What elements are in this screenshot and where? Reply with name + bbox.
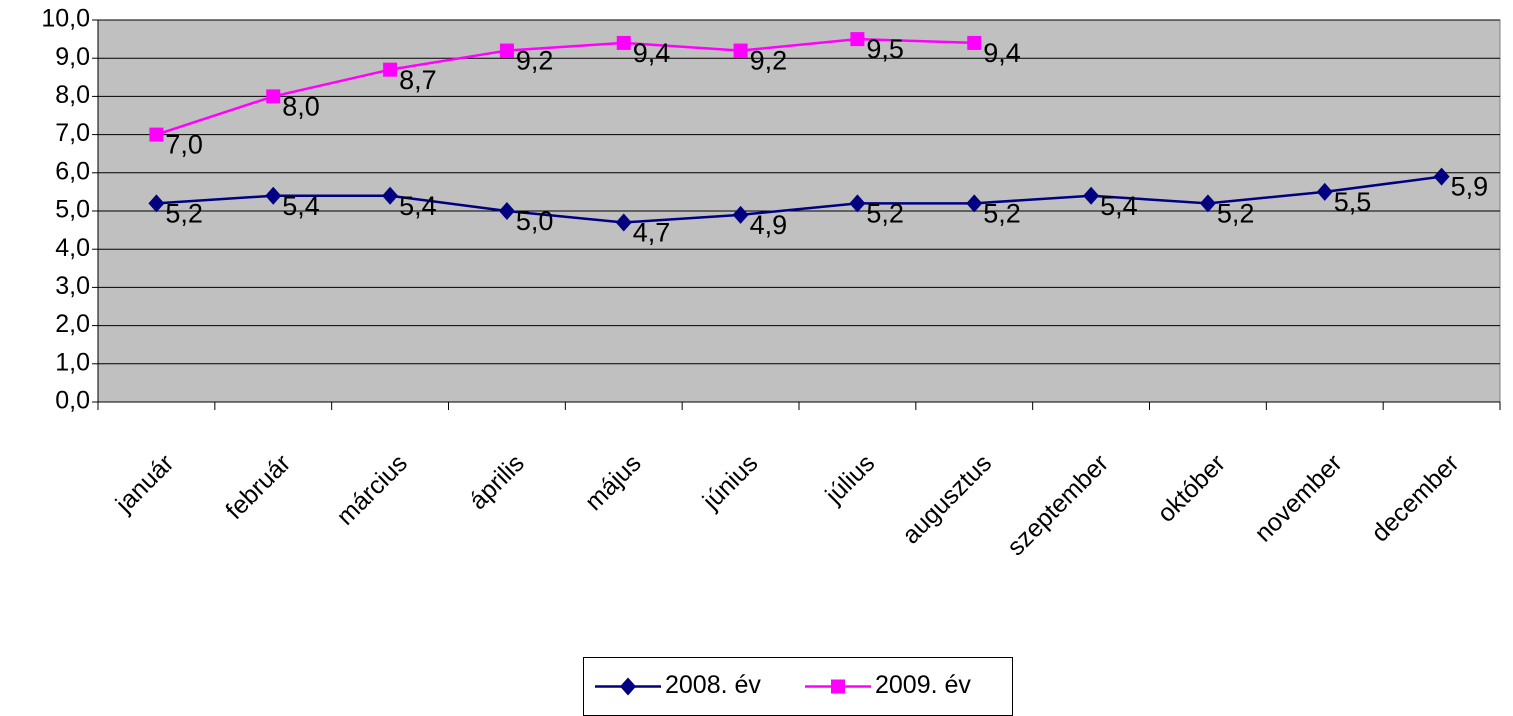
data-label: 5,2 — [866, 198, 904, 228]
y-tick-label: 5,0 — [55, 196, 90, 224]
marker — [498, 202, 515, 220]
y-tick-label: 2,0 — [55, 310, 90, 338]
marker — [620, 677, 636, 696]
marker — [615, 213, 632, 232]
marker — [1316, 182, 1333, 201]
y-tick-label: 4,0 — [55, 234, 90, 262]
y-tick-label: 9,0 — [55, 43, 90, 71]
data-label: 8,7 — [399, 65, 437, 95]
data-label: 4,7 — [633, 218, 671, 248]
x-tick-label: március — [331, 449, 413, 531]
data-label: 8,0 — [282, 92, 320, 122]
data-label: 4,9 — [750, 210, 788, 240]
data-label: 5,9 — [1451, 172, 1489, 202]
marker — [148, 194, 165, 213]
legend-label: 2008. év — [665, 671, 761, 699]
marker — [1199, 194, 1216, 213]
marker — [382, 186, 399, 205]
marker — [732, 205, 749, 224]
x-tick-label: április — [464, 449, 530, 515]
series-line — [156, 37, 975, 136]
y-tick-label: 10,0 — [41, 5, 90, 33]
data-label: 9,4 — [983, 38, 1021, 68]
y-tick-label: 6,0 — [55, 157, 90, 185]
x-tick-label: október — [1152, 449, 1231, 528]
data-label: 5,0 — [516, 206, 554, 236]
y-tick-label: 0,0 — [55, 387, 90, 415]
marker — [616, 35, 631, 50]
marker — [1083, 186, 1100, 205]
marker — [967, 35, 982, 50]
data-label: 5,5 — [1334, 187, 1372, 217]
x-tick-label: november — [1249, 449, 1347, 547]
x-tick-label: szeptember — [1002, 449, 1114, 561]
data-label: 5,2 — [165, 198, 203, 228]
marker — [966, 194, 983, 213]
data-label: 5,2 — [1217, 198, 1255, 228]
x-tick-label: július — [820, 449, 881, 510]
marker — [265, 186, 282, 205]
data-label: 5,2 — [983, 198, 1021, 228]
y-tick-label: 1,0 — [55, 348, 90, 376]
data-label: 5,4 — [399, 191, 437, 221]
data-label: 5,4 — [1100, 191, 1138, 221]
x-tick-label: június — [697, 449, 764, 516]
x-tick-label: január — [110, 449, 180, 519]
marker — [849, 194, 866, 213]
x-tick-label: december — [1366, 449, 1464, 547]
y-tick-label: 8,0 — [55, 81, 90, 109]
x-tick-label: augusztus — [897, 449, 997, 549]
data-label: 7,0 — [165, 130, 203, 160]
marker — [383, 62, 398, 77]
y-tick-label: 7,0 — [55, 119, 90, 147]
data-label: 5,4 — [282, 191, 320, 221]
series-line — [156, 175, 1442, 224]
marker — [149, 127, 164, 142]
marker — [1433, 167, 1450, 186]
data-label: 9,5 — [866, 34, 904, 64]
data-label: 9,4 — [633, 38, 671, 68]
marker — [499, 43, 514, 58]
x-tick-label: február — [220, 449, 296, 525]
y-tick-label: 3,0 — [55, 272, 90, 300]
marker — [266, 89, 281, 104]
marker — [831, 679, 845, 694]
legend-label: 2009. év — [875, 671, 971, 699]
marker — [733, 43, 748, 58]
x-tick-label: május — [580, 449, 647, 516]
data-label: 9,2 — [516, 46, 554, 76]
marker — [850, 32, 865, 47]
data-label: 9,2 — [750, 46, 788, 76]
